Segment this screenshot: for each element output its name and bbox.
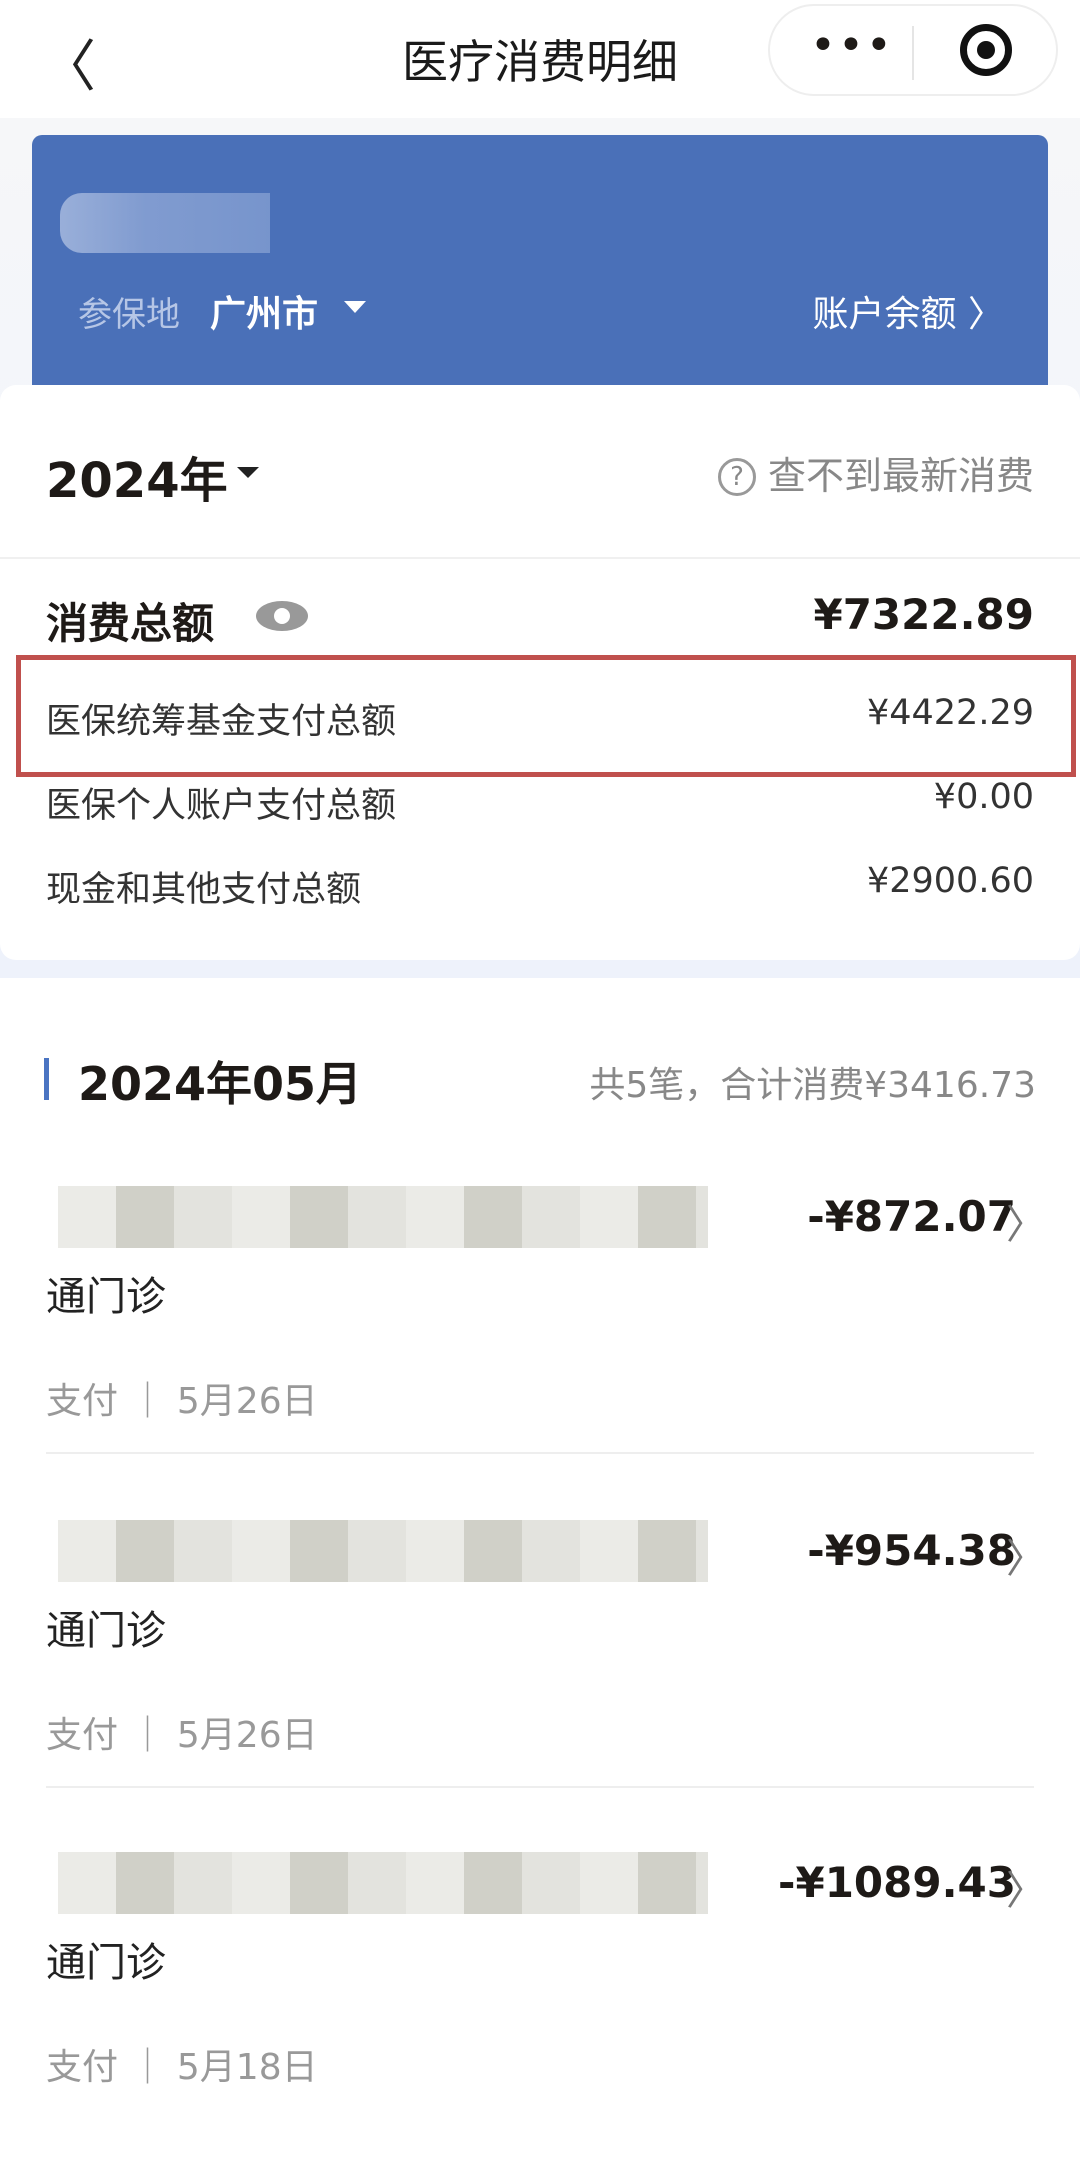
item-meta: 支付 ｜ 5月18日 [46, 2047, 318, 2088]
chevron-right-icon: 〉 [1006, 1202, 1046, 1248]
eye-icon[interactable] [256, 601, 308, 631]
back-button[interactable]: 〈 [40, 35, 96, 100]
chevron-right-icon: 〉 [1006, 1868, 1046, 1914]
redacted-hospital [58, 1520, 708, 1582]
row-value: ¥0.00 [933, 777, 1034, 817]
highlight-box [16, 655, 1076, 777]
row-label: 现金和其他支付总额 [46, 870, 362, 910]
list-item[interactable]: 通门诊 -¥1089.43 〉 支付 ｜ 5月18日 [0, 1852, 1080, 2182]
item-meta: 支付 ｜ 5月26日 [46, 1381, 318, 1422]
chevron-right-icon: 〉 [1006, 1536, 1046, 1582]
item-amount: -¥954.38 [807, 1526, 1016, 1575]
redacted-hospital [58, 1852, 708, 1914]
close-target-icon[interactable] [960, 24, 1012, 76]
account-balance-link[interactable]: 账户余额 〉 [812, 294, 1004, 335]
month-title: 2024年05月 [78, 1057, 363, 1111]
region-selector[interactable]: 广州市 [210, 294, 319, 335]
row-value: ¥4422.29 [866, 693, 1034, 733]
total-value: ¥7322.89 [813, 590, 1034, 639]
list-item[interactable]: 通门诊 -¥872.07 〉 支付 ｜ 5月26日 [0, 1186, 1080, 1516]
row-label: 医保个人账户支付总额 [46, 786, 397, 826]
summary-row: 现金和其他支付总额 ¥2900.60 [46, 861, 1034, 912]
help-text: 查不到最新消费 [767, 454, 1034, 498]
summary-row: 医保个人账户支付总额 ¥0.00 [46, 777, 1034, 828]
total-label: 消费总额 [46, 599, 215, 648]
summary-card: 2024年 ? 查不到最新消费 消费总额 ¥7322.89 医保统筹基金支付总额 ¥… [0, 385, 1080, 960]
nav-bar: 〈 医疗消费明细 ••• [0, 0, 1080, 118]
item-title: 通门诊 [46, 1274, 166, 1320]
list-item[interactable]: 通门诊 -¥954.38 〉 支付 ｜ 5月26日 [0, 1520, 1080, 1850]
region-label: 参保地 [78, 295, 180, 335]
item-meta: 支付 ｜ 5月26日 [46, 1715, 318, 1756]
divider [0, 557, 1080, 559]
divider [46, 1786, 1034, 1788]
divider [46, 1452, 1034, 1454]
divider [912, 26, 914, 80]
more-icon[interactable]: ••• [810, 20, 894, 71]
summary-row: 医保统筹基金支付总额 ¥4422.29 [46, 693, 1034, 744]
item-title: 通门诊 [46, 1940, 166, 1986]
item-amount: -¥872.07 [807, 1192, 1016, 1241]
month-summary: 共5笔，合计消费¥3416.73 [589, 1065, 1036, 1106]
item-title: 通门诊 [46, 1608, 166, 1654]
question-icon: ? [717, 458, 756, 496]
insurance-banner: 参保地 广州市 账户余额 〉 [32, 135, 1048, 405]
mini-program-capsule: ••• [768, 4, 1058, 96]
redacted-name [60, 193, 270, 253]
accent-bar [44, 1058, 49, 1100]
year-selector[interactable]: 2024年 [46, 453, 228, 509]
page-title: 医疗消费明细 [402, 35, 678, 89]
caret-down-icon[interactable] [344, 301, 366, 313]
redacted-hospital [58, 1186, 708, 1248]
help-link[interactable]: ? 查不到最新消费 [717, 445, 1034, 500]
item-amount: -¥1089.43 [778, 1858, 1016, 1907]
row-value: ¥2900.60 [866, 861, 1034, 901]
row-label: 医保统筹基金支付总额 [46, 702, 397, 742]
caret-down-icon[interactable] [237, 467, 259, 478]
